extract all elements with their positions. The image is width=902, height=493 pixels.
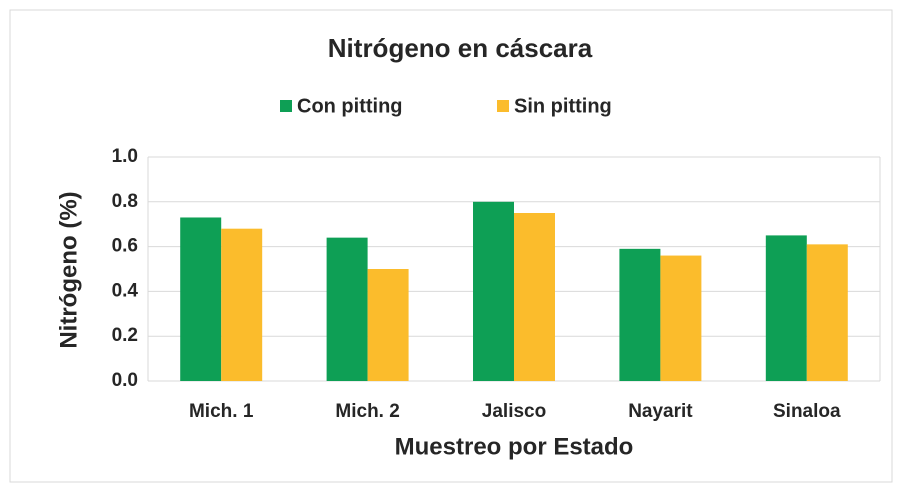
bar — [765, 235, 807, 381]
x-tick-label: Sinaloa — [773, 401, 841, 422]
bar — [326, 237, 368, 381]
y-tick-label: 0.4 — [112, 280, 139, 301]
legend-label: Con pitting — [297, 95, 403, 117]
bar — [806, 244, 848, 381]
bar — [660, 255, 702, 381]
legend-label: Sin pitting — [514, 95, 612, 117]
bar — [367, 269, 409, 381]
chart-title: Nitrógeno en cáscara — [328, 33, 593, 63]
y-tick-label: 1.0 — [112, 146, 138, 167]
bar — [514, 213, 555, 381]
y-tick-label: 0.0 — [112, 370, 138, 391]
x-tick-label: Mich. 1 — [189, 401, 254, 422]
y-tick-label: 0.6 — [112, 236, 138, 257]
chart-border — [9, 9, 893, 483]
bar — [619, 248, 661, 381]
x-tick-label: Jalisco — [482, 401, 546, 422]
x-tick-label: Mich. 2 — [335, 401, 399, 422]
legend-swatch — [497, 100, 509, 112]
bar — [221, 228, 263, 381]
y-tick-label: 0.2 — [112, 325, 138, 346]
bar — [473, 201, 514, 381]
legend-swatch — [280, 100, 292, 112]
y-axis-title: Nitrógeno (%) — [55, 191, 82, 348]
x-tick-label: Nayarit — [628, 401, 693, 422]
bar — [180, 217, 222, 381]
y-tick-label: 0.8 — [112, 191, 138, 212]
x-axis-title: Muestreo por Estado — [395, 433, 634, 460]
